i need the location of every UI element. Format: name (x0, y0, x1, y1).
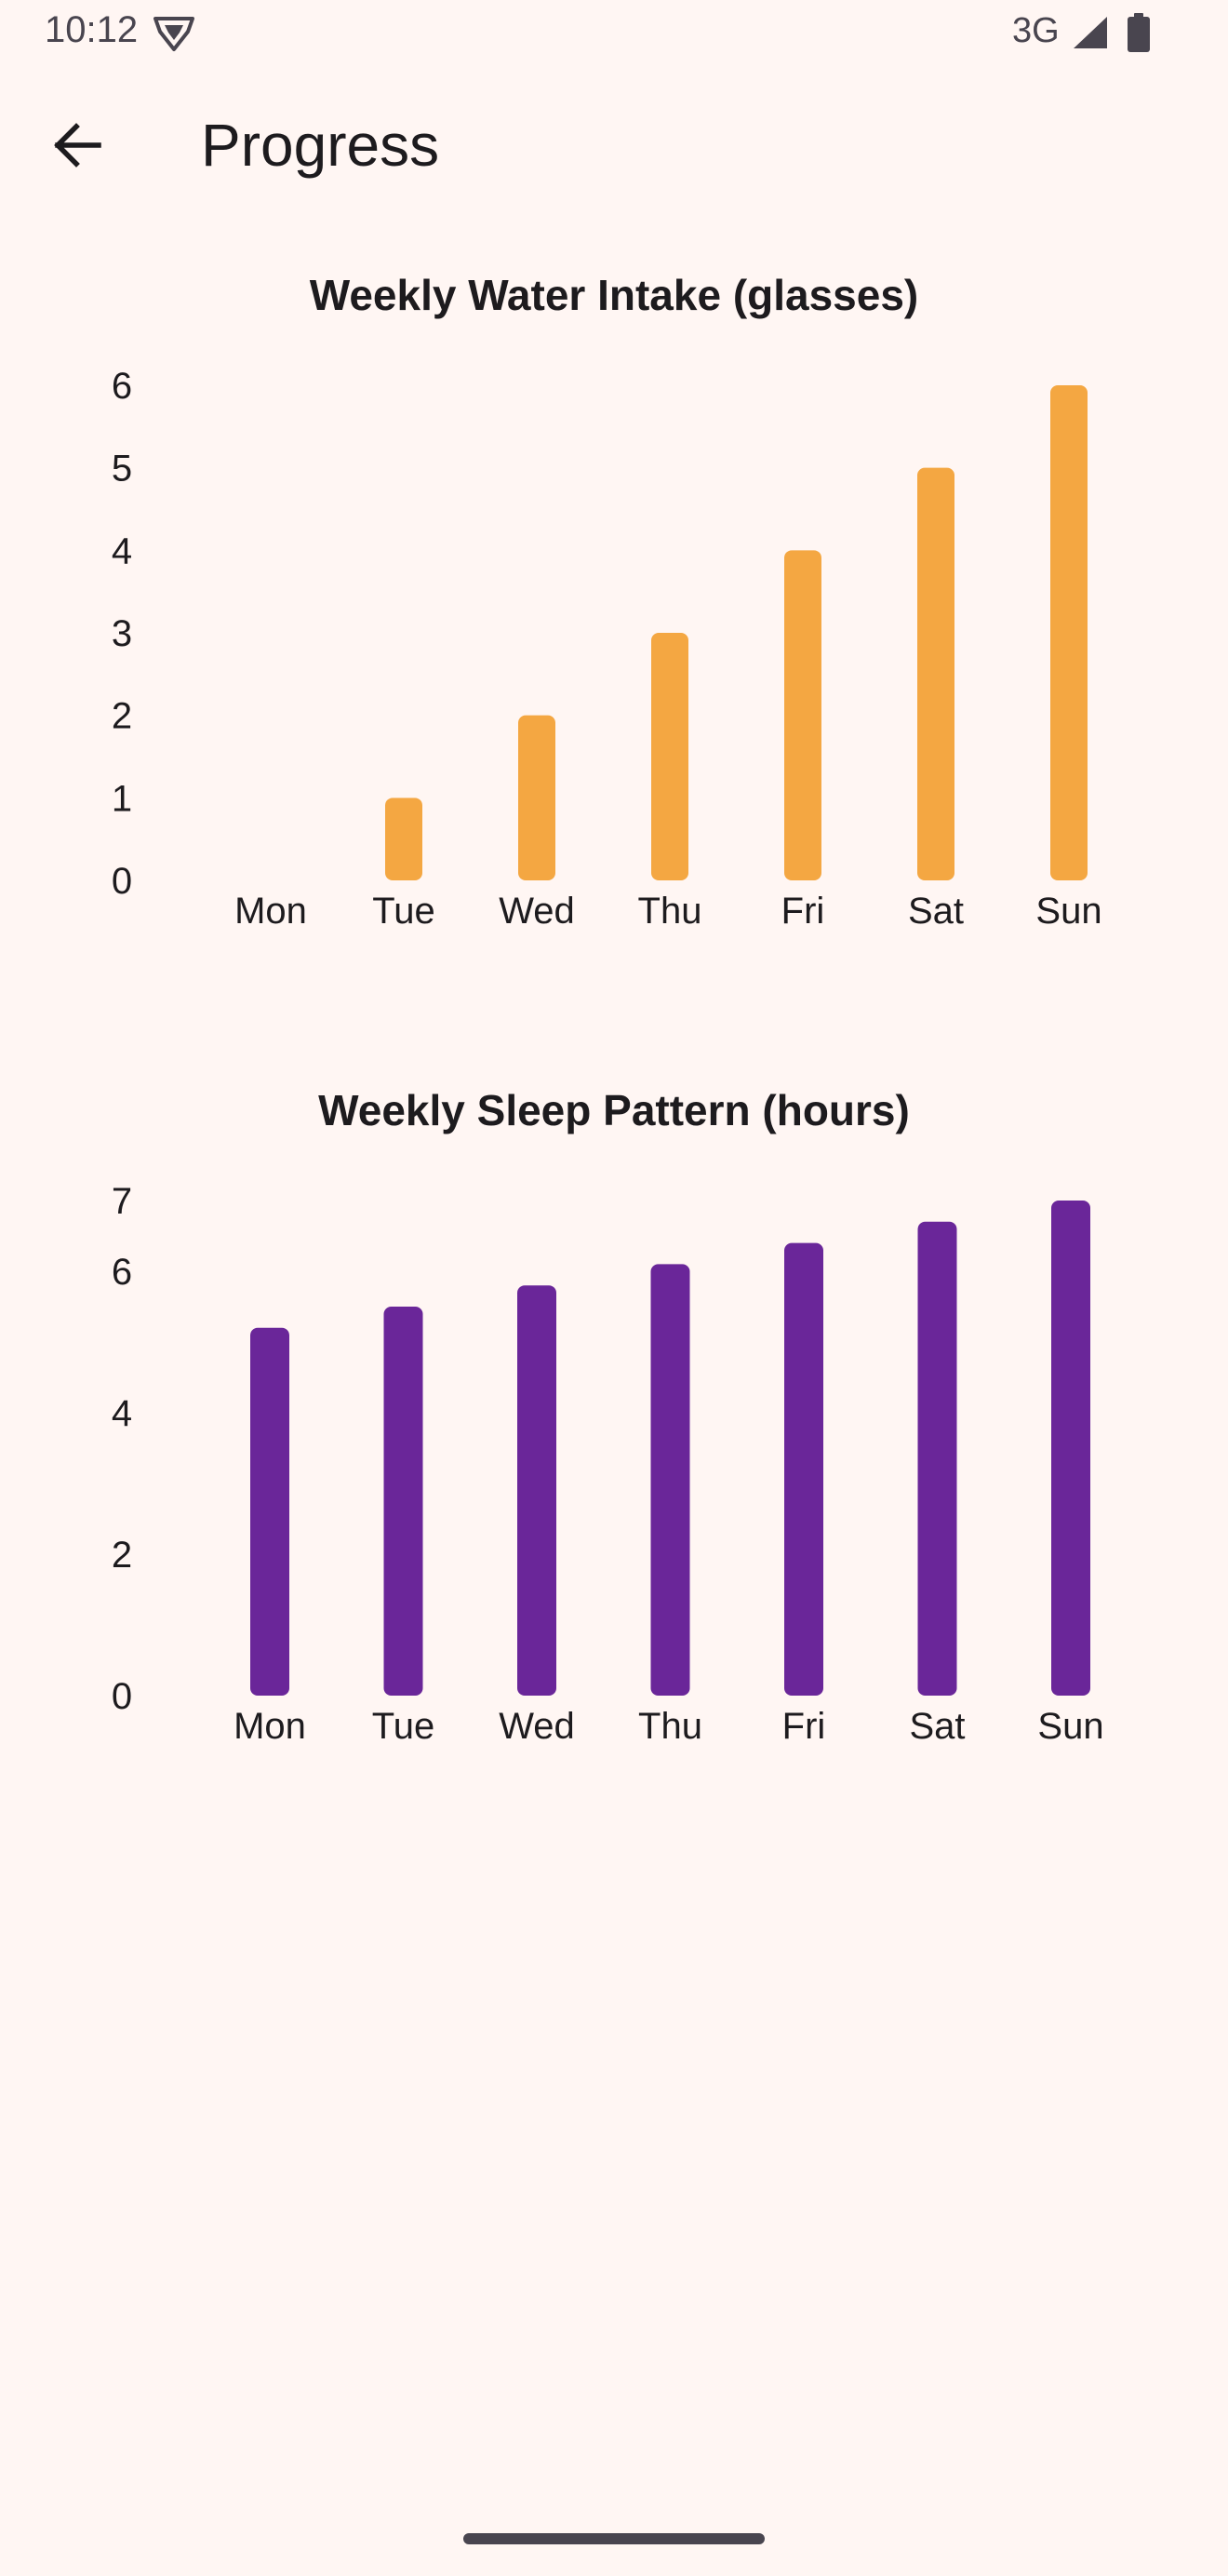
water-xtick-label: Mon (234, 891, 307, 932)
battery-icon (1128, 13, 1150, 52)
sleep-xtick-label: Tue (372, 1706, 434, 1747)
water-ytick-label: 2 (112, 696, 132, 737)
water-xtick-label: Sat (908, 891, 964, 932)
water-bar-wed (518, 715, 555, 880)
sleep-ytick-label: 2 (112, 1535, 132, 1576)
sleep-bar-sat (917, 1221, 957, 1696)
water-bar-thu (651, 633, 688, 880)
water-ytick-label: 5 (112, 449, 132, 490)
sleep-xtick-label: Wed (499, 1706, 575, 1747)
home-indicator[interactable] (463, 2533, 765, 2544)
sleep-xtick-label: Sat (909, 1706, 965, 1747)
water-ytick-label: 4 (112, 530, 132, 571)
water-xtick-label: Thu (638, 891, 702, 932)
sleep-xtick-label: Sun (1037, 1706, 1103, 1747)
sleep-chart-title: Weekly Sleep Pattern (hours) (318, 1086, 910, 1134)
water-bar-sat (917, 467, 954, 880)
water-bar-sun (1050, 385, 1088, 880)
network-type: 3G (1012, 11, 1060, 50)
water-xtick-label: Wed (499, 891, 575, 932)
sleep-xtick-label: Thu (638, 1706, 702, 1747)
sleep-bar-sun (1051, 1201, 1090, 1696)
sleep-xtick-label: Mon (234, 1706, 306, 1747)
sleep-pattern-chart: 0 2 4 6 7 Mon Tue Wed Thu Fri Sat Sun (112, 1181, 1104, 1747)
water-intake-chart: 0 1 2 3 4 5 6 Mon Tue Wed Thu Fri Sat Sun (112, 366, 1102, 932)
sleep-ytick-label: 4 (112, 1393, 132, 1434)
signal-icon (1074, 17, 1107, 48)
shield-icon (154, 17, 194, 51)
sleep-bar-wed (517, 1285, 556, 1696)
water-bar-fri (784, 550, 821, 880)
water-ytick-label: 0 (112, 861, 132, 902)
water-bar-tue (385, 798, 422, 880)
sleep-bar-mon (250, 1327, 289, 1696)
sleep-ytick-label: 6 (112, 1252, 132, 1293)
back-button[interactable] (35, 110, 119, 181)
water-xtick-label: Tue (372, 891, 434, 932)
sleep-bar-thu (650, 1264, 690, 1696)
water-ytick-label: 3 (112, 613, 132, 654)
status-bar: 10:12 3G (0, 0, 1228, 67)
sleep-xtick-label: Fri (782, 1706, 826, 1747)
water-xtick-label: Sun (1035, 891, 1101, 932)
water-ytick-label: 6 (112, 366, 132, 407)
water-xtick-label: Fri (781, 891, 825, 932)
sleep-ytick-label: 0 (112, 1676, 132, 1717)
sleep-bar-fri (784, 1242, 823, 1696)
app-bar: Progress (0, 74, 1228, 214)
water-chart-title: Weekly Water Intake (glasses) (309, 271, 919, 319)
sleep-bar-tue (383, 1307, 423, 1696)
water-ytick-label: 1 (112, 778, 132, 819)
arrow-left-icon (54, 123, 101, 168)
sleep-ytick-label: 7 (112, 1181, 132, 1222)
status-time: 10:12 (45, 9, 139, 50)
page-title: Progress (201, 112, 440, 179)
